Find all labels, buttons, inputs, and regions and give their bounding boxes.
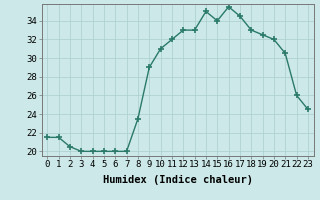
- X-axis label: Humidex (Indice chaleur): Humidex (Indice chaleur): [103, 175, 252, 185]
